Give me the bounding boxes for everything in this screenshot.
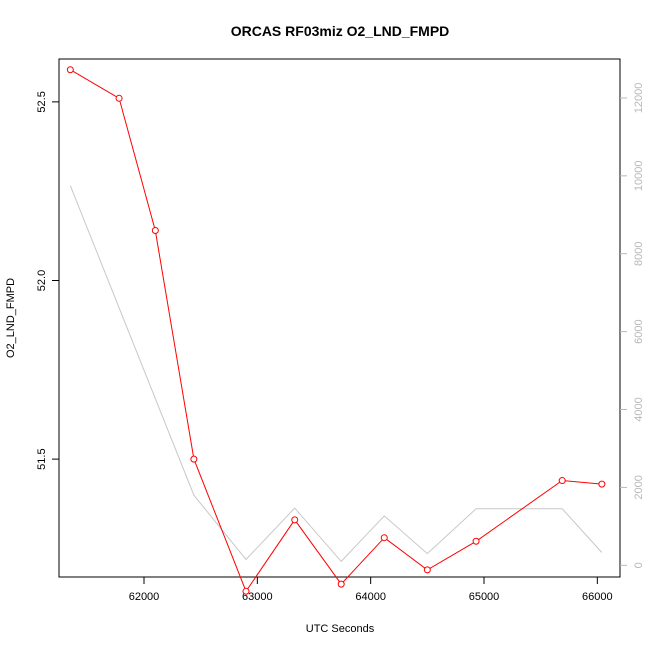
- y2-tick-label: 12000: [633, 83, 645, 114]
- data-point: [66, 66, 74, 74]
- y-tick-label: 52.5: [36, 91, 48, 112]
- y2-tick-label: 4000: [633, 397, 645, 421]
- x-tick-label: 65000: [469, 591, 500, 603]
- data-point: [115, 94, 123, 102]
- y-axis-right: 0 2000 4000 6000 8000 10000 12000: [620, 83, 645, 568]
- x-tick-label: 64000: [355, 591, 386, 603]
- series-layer: [66, 66, 606, 595]
- x-axis: 62000 63000 64000 65000 66000: [129, 577, 613, 603]
- series-line-left: [70, 69, 602, 593]
- x-tick-label: 62000: [129, 591, 160, 603]
- y2-tick-label: 0: [633, 562, 645, 568]
- data-point: [423, 566, 431, 574]
- y-tick-label: 51.5: [36, 448, 48, 469]
- series-line-right: [69, 185, 603, 563]
- data-point: [380, 534, 388, 542]
- data-point: [472, 537, 480, 545]
- data-point: [151, 226, 159, 234]
- x-tick-label: 63000: [242, 591, 273, 603]
- data-point: [242, 587, 250, 595]
- y-tick-label: 52.0: [36, 270, 48, 291]
- x-tick-label: 66000: [582, 591, 613, 603]
- y2-tick-label: 6000: [633, 319, 645, 343]
- data-point: [558, 477, 566, 485]
- y2-tick-label: 8000: [633, 241, 645, 265]
- y-axis-left: 51.5 52.0 52.5: [36, 91, 59, 470]
- y-axis-label: O2_LND_FMPD: [5, 278, 17, 358]
- y2-tick-label: 2000: [633, 475, 645, 499]
- y2-tick-label: 10000: [633, 161, 645, 192]
- data-point: [291, 516, 299, 524]
- data-point: [190, 455, 198, 463]
- x-axis-label: UTC Seconds: [306, 623, 375, 635]
- plot-frame: [58, 58, 621, 578]
- chart-title: ORCAS RF03miz O2_LND_FMPD: [231, 23, 450, 39]
- data-point: [337, 580, 345, 588]
- data-point: [598, 480, 606, 488]
